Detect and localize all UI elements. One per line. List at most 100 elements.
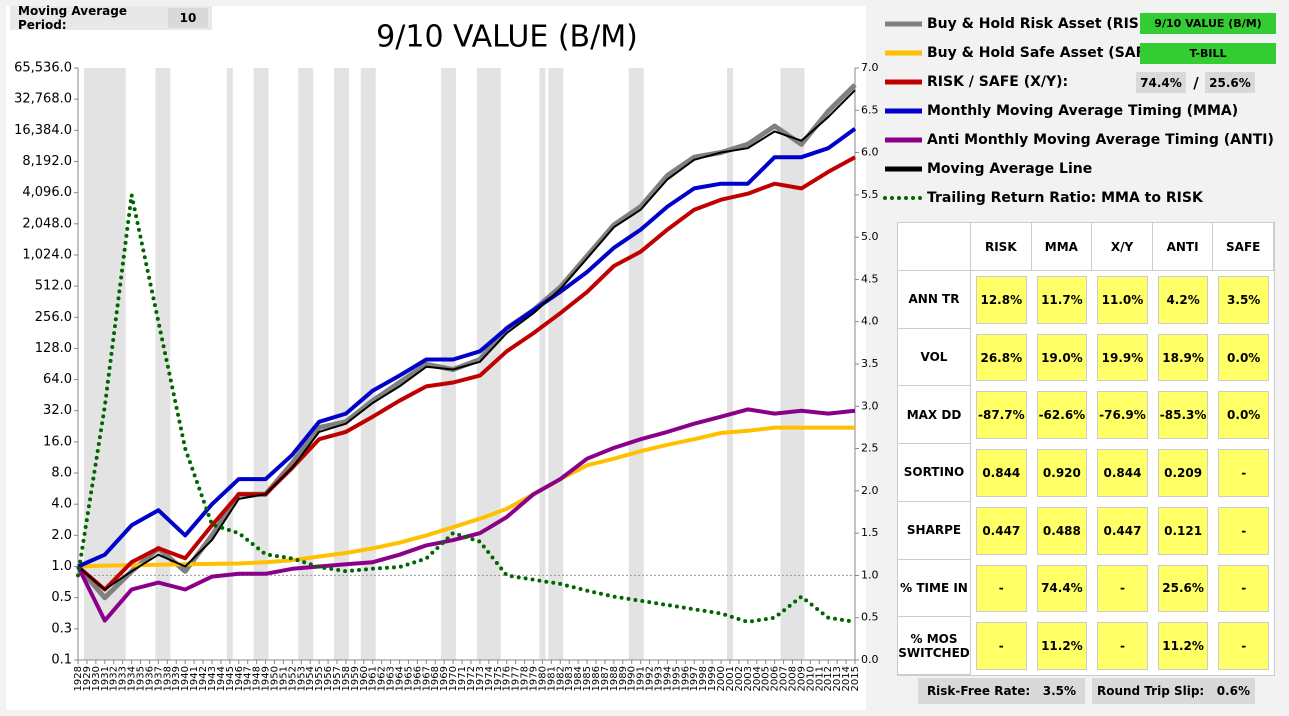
x-tick-label: 1990 xyxy=(627,666,638,691)
y-tick-label: 512.0 xyxy=(35,279,72,294)
rf-label: Risk-Free Rate: xyxy=(926,684,1031,698)
shaded-period xyxy=(539,68,546,660)
y2-tick-label: 1.5 xyxy=(861,526,879,539)
x-tick-label: 1996 xyxy=(680,666,691,691)
y-tick-label: 256.0 xyxy=(35,310,72,325)
x-tick-label: 1971 xyxy=(457,666,468,691)
table-cell: 11.0% xyxy=(1097,276,1148,324)
table-cell: 18.9% xyxy=(1157,333,1209,382)
y-tick-label: 1.0 xyxy=(51,559,72,574)
x-tick-label: 1989 xyxy=(618,666,629,691)
ma-period: 10 xyxy=(168,8,208,28)
x-tick-label: 1937 xyxy=(153,666,164,691)
table-cell: 26.8% xyxy=(976,333,1027,382)
x-tick-label: 1968 xyxy=(430,666,441,691)
x-tick-label: 1945 xyxy=(225,666,236,691)
corner-cell xyxy=(898,223,971,271)
rf-value: 3.5% xyxy=(1042,684,1077,698)
y2-tick-label: 0.5 xyxy=(861,611,879,624)
x-tick-label: 1978 xyxy=(520,666,531,691)
column-header: RISK xyxy=(971,223,1032,271)
legend-label: Anti Monthly Moving Average Timing (ANTI… xyxy=(927,132,1274,148)
y-tick-label: 2.0 xyxy=(51,528,72,543)
x-tick-label: 1997 xyxy=(689,666,700,691)
shaded-period xyxy=(253,68,269,660)
x-tick-label: 1931 xyxy=(100,666,111,691)
x-tick-label: 1936 xyxy=(144,666,155,691)
x-tick-label: 2009 xyxy=(796,666,807,691)
x-tick-label: 1956 xyxy=(323,666,334,691)
x-tick-label: 1949 xyxy=(261,666,272,691)
row-label: MAX DD xyxy=(898,386,971,445)
x-tick-label: 1993 xyxy=(654,666,665,691)
y2-tick-label: 5.0 xyxy=(861,230,879,243)
x-tick-label: 1952 xyxy=(287,666,298,691)
x-tick-label: 2004 xyxy=(752,666,763,691)
x-tick-label: 1999 xyxy=(707,666,718,691)
shaded-period xyxy=(298,68,314,660)
risk-asset: 9/10 VALUE (B/M) xyxy=(1140,13,1276,34)
table-cell: - xyxy=(1097,564,1148,613)
x-tick-label: 1995 xyxy=(671,666,682,691)
x-tick-label: 1964 xyxy=(395,666,406,691)
y-tick-label: 32,768.0 xyxy=(14,92,72,107)
table-cell: 0.844 xyxy=(1097,449,1148,497)
table-cell: 0.920 xyxy=(1036,449,1088,497)
chart-title: 9/10 VALUE (B/M) xyxy=(376,20,638,55)
y2-tick-label: 3.0 xyxy=(861,399,879,412)
x-tick-label: 1944 xyxy=(216,666,227,691)
table-cell: 19.0% xyxy=(1036,333,1088,382)
y2-tick-label: 2.0 xyxy=(861,484,879,497)
x-tick-label: 1946 xyxy=(234,666,245,691)
x-tick-label: 1960 xyxy=(359,666,370,691)
shaded-period xyxy=(83,68,126,660)
row-label: % TIME IN xyxy=(898,559,971,618)
y2-tick-label: 1.0 xyxy=(861,568,879,581)
x-tick-label: 1975 xyxy=(493,666,504,691)
table-cell: 3.5% xyxy=(1218,276,1269,324)
x-tick-label: 1940 xyxy=(180,666,191,691)
x-tick-label: 1970 xyxy=(448,666,459,691)
x-tick-label: 1976 xyxy=(502,666,513,691)
x-tick-label: 1994 xyxy=(662,666,673,691)
table-cell: 0.0% xyxy=(1218,391,1269,440)
y2-tick-label: 5.5 xyxy=(861,188,879,201)
table-cell: 0.447 xyxy=(976,506,1027,555)
y-tick-label: 16.0 xyxy=(43,434,72,449)
x-tick-label: 2000 xyxy=(716,666,727,691)
x-tick-label: 1947 xyxy=(243,666,254,691)
table-cell: - xyxy=(1218,622,1269,670)
series-line xyxy=(77,89,856,591)
row-label: SORTINO xyxy=(898,444,971,502)
table-cell: 11.7% xyxy=(1036,276,1088,324)
shaded-period xyxy=(476,68,501,660)
column-header: ANTI xyxy=(1152,223,1214,271)
x-tick-label: 1930 xyxy=(91,666,102,691)
x-tick-label: 2008 xyxy=(787,666,798,691)
x-tick-label: 1998 xyxy=(698,666,709,691)
x-tick-label: 1943 xyxy=(207,666,218,691)
x-tick-label: 1983 xyxy=(564,666,575,691)
x-tick-label: 2011 xyxy=(814,666,825,691)
table-cell: -87.7% xyxy=(976,391,1027,440)
x-tick-label: 1955 xyxy=(314,666,325,691)
ma-label: Moving Average Period: xyxy=(18,4,127,32)
table-cell: 0.844 xyxy=(976,449,1027,497)
y-tick-label: 1,024.0 xyxy=(22,247,72,262)
x-tick-label: 1929 xyxy=(82,666,93,691)
table-cell: -62.6% xyxy=(1036,391,1088,440)
table-cell: - xyxy=(976,564,1027,613)
table-cell: 0.488 xyxy=(1036,506,1088,555)
y2-tick-label: 6.0 xyxy=(861,146,879,159)
table-cell: -85.3% xyxy=(1157,391,1209,440)
legend-label: Buy & Hold Risk Asset (RISK): xyxy=(927,16,1162,32)
x-tick-label: 1961 xyxy=(368,666,379,691)
y2-tick-label: 7.0 xyxy=(861,61,879,74)
y2-tick-label: 3.5 xyxy=(861,357,879,370)
y-tick-label: 0.5 xyxy=(51,590,72,605)
slip-label: Round Trip Slip: xyxy=(1096,684,1205,698)
x-tick-label: 1980 xyxy=(537,666,548,691)
y-tick-label: 0.3 xyxy=(51,621,72,636)
safe-asset: T-BILL xyxy=(1140,43,1276,64)
legend-label: Trailing Return Ratio: MMA to RISK xyxy=(927,190,1204,206)
